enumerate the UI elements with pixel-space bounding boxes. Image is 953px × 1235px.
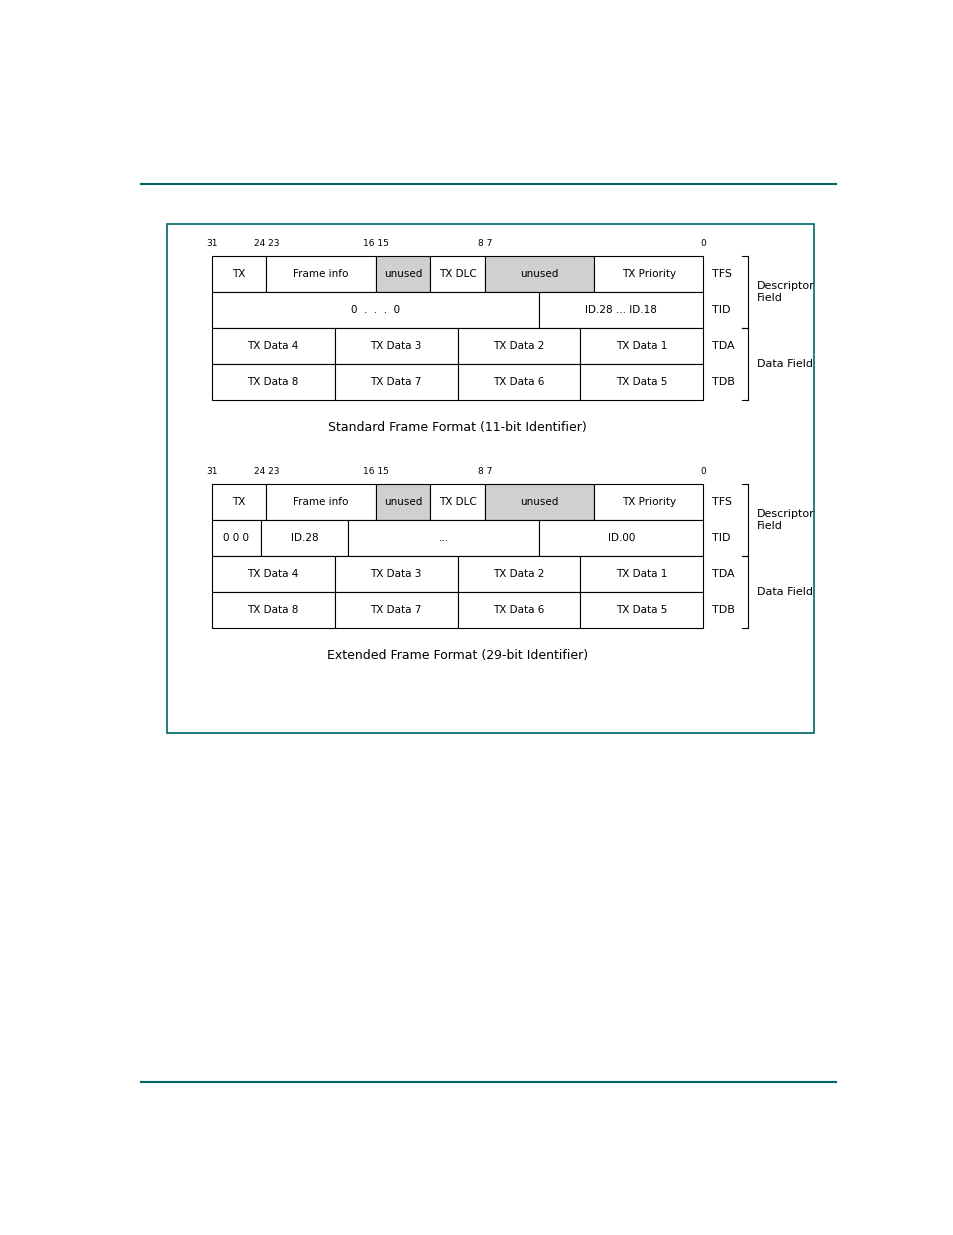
Text: TX: TX — [232, 496, 246, 506]
Bar — [579, 556, 702, 593]
Text: unused: unused — [519, 496, 558, 506]
Text: TX Data 2: TX Data 2 — [493, 341, 544, 351]
Bar — [430, 256, 484, 291]
Text: TX Data 3: TX Data 3 — [370, 341, 421, 351]
Text: ID.28 ... ID.18: ID.28 ... ID.18 — [585, 305, 657, 315]
Text: 31: 31 — [206, 467, 217, 477]
Bar — [212, 556, 335, 593]
Text: TX: TX — [232, 269, 246, 279]
Bar — [167, 225, 813, 734]
Text: Frame info: Frame info — [293, 269, 348, 279]
Bar — [335, 329, 457, 364]
Bar — [538, 520, 702, 556]
Text: 0 0 0: 0 0 0 — [223, 534, 249, 543]
Text: TX Data 6: TX Data 6 — [493, 605, 544, 615]
Text: unused: unused — [383, 496, 421, 506]
Text: TID: TID — [712, 305, 730, 315]
Text: TX Data 3: TX Data 3 — [370, 569, 421, 579]
Text: Standard Frame Format (11-bit Identifier): Standard Frame Format (11-bit Identifier… — [328, 421, 586, 435]
Bar — [579, 593, 702, 629]
Text: 24 23: 24 23 — [253, 467, 279, 477]
Text: 16 15: 16 15 — [362, 240, 388, 248]
Text: unused: unused — [519, 269, 558, 279]
Bar — [457, 593, 579, 629]
Bar — [538, 291, 702, 329]
Text: TX Data 7: TX Data 7 — [370, 605, 421, 615]
Text: TX DLC: TX DLC — [438, 496, 476, 506]
Text: TFS: TFS — [712, 496, 732, 506]
Bar — [212, 593, 335, 629]
Bar — [212, 256, 266, 291]
Text: TDA: TDA — [712, 569, 734, 579]
Text: 24 23: 24 23 — [253, 240, 279, 248]
Text: TX Data 6: TX Data 6 — [493, 377, 544, 387]
Text: TX Priority: TX Priority — [621, 269, 675, 279]
Text: TX Data 8: TX Data 8 — [247, 605, 298, 615]
Text: 16 15: 16 15 — [362, 467, 388, 477]
Bar — [212, 364, 335, 400]
Bar — [579, 329, 702, 364]
Text: TX Priority: TX Priority — [621, 496, 675, 506]
Bar — [594, 256, 702, 291]
Bar — [579, 364, 702, 400]
Text: TX DLC: TX DLC — [438, 269, 476, 279]
Bar — [348, 520, 538, 556]
Text: TX Data 4: TX Data 4 — [247, 341, 298, 351]
Text: TX Data 5: TX Data 5 — [616, 605, 667, 615]
Bar — [375, 256, 430, 291]
Bar — [457, 556, 579, 593]
Text: TX Data 1: TX Data 1 — [616, 341, 667, 351]
Text: 0: 0 — [700, 467, 705, 477]
Bar — [212, 484, 266, 520]
Text: ...: ... — [438, 534, 449, 543]
Text: 31: 31 — [206, 240, 217, 248]
Text: TID: TID — [712, 534, 730, 543]
Bar — [260, 520, 348, 556]
Text: unused: unused — [383, 269, 421, 279]
Text: 8 7: 8 7 — [477, 467, 492, 477]
Text: TX Data 2: TX Data 2 — [493, 569, 544, 579]
Bar — [335, 364, 457, 400]
Text: Descriptor
Field: Descriptor Field — [756, 509, 814, 531]
Bar — [335, 593, 457, 629]
Bar — [457, 364, 579, 400]
Bar — [457, 329, 579, 364]
Text: ID.00: ID.00 — [607, 534, 635, 543]
Text: 8 7: 8 7 — [477, 240, 492, 248]
Text: 0: 0 — [700, 240, 705, 248]
Bar — [212, 329, 335, 364]
Text: TDA: TDA — [712, 341, 734, 351]
Text: TFS: TFS — [712, 269, 732, 279]
Bar — [266, 256, 375, 291]
Bar — [212, 291, 538, 329]
Text: 0  .  .  .  0: 0 . . . 0 — [351, 305, 399, 315]
Text: Frame info: Frame info — [293, 496, 348, 506]
Text: Data Field: Data Field — [756, 359, 812, 369]
Text: TX Data 4: TX Data 4 — [247, 569, 298, 579]
Text: TX Data 5: TX Data 5 — [616, 377, 667, 387]
Bar — [375, 484, 430, 520]
Text: Descriptor
Field: Descriptor Field — [756, 282, 814, 303]
Bar — [484, 256, 594, 291]
Text: TDB: TDB — [712, 377, 735, 387]
Text: Extended Frame Format (29-bit Identifier): Extended Frame Format (29-bit Identifier… — [327, 650, 587, 662]
Bar — [484, 484, 594, 520]
Text: TX Data 8: TX Data 8 — [247, 377, 298, 387]
Text: TX Data 7: TX Data 7 — [370, 377, 421, 387]
Text: Data Field: Data Field — [756, 588, 812, 598]
Text: TDB: TDB — [712, 605, 735, 615]
Text: ID.28: ID.28 — [291, 534, 318, 543]
Text: TX Data 1: TX Data 1 — [616, 569, 667, 579]
Bar — [212, 520, 260, 556]
Bar — [335, 556, 457, 593]
Bar — [430, 484, 484, 520]
Bar — [594, 484, 702, 520]
Bar — [266, 484, 375, 520]
